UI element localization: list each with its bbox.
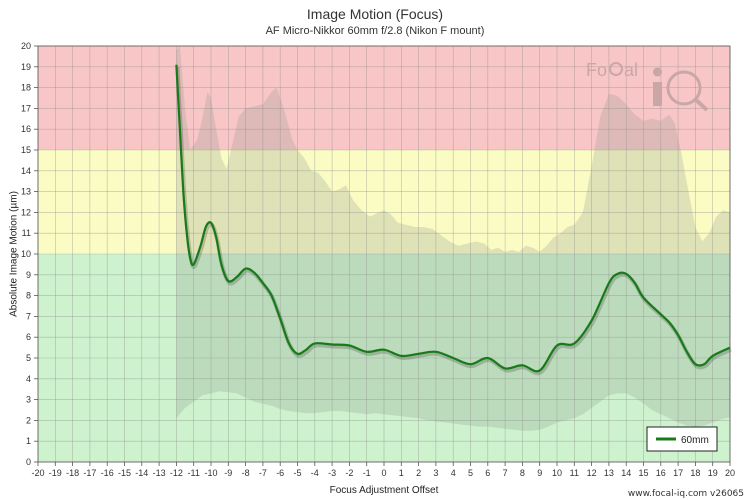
x-axis-label: Focus Adjustment Offset [329, 485, 439, 496]
x-tick-label--7: -7 [259, 468, 267, 478]
x-tick-label-10: 10 [552, 468, 562, 478]
grid-lines [37, 45, 731, 463]
x-tick-label-0: 0 [381, 468, 386, 478]
y-tick-label-12: 12 [21, 207, 31, 217]
y-tick-label-19: 19 [21, 62, 31, 72]
y-tick-label-9: 9 [26, 270, 31, 280]
x-tick-label--18: -18 [66, 468, 79, 478]
x-tick-label-12: 12 [587, 468, 597, 478]
x-tick-label--6: -6 [276, 468, 284, 478]
y-tick-label-8: 8 [26, 291, 31, 301]
y-tick-label-4: 4 [26, 374, 31, 384]
chart-title: Image Motion (Focus) [306, 6, 444, 22]
x-tick-label--10: -10 [204, 468, 217, 478]
x-tick-label-16: 16 [656, 468, 666, 478]
x-tick-label-11: 11 [570, 468, 579, 478]
x-tick-label--1: -1 [363, 468, 371, 478]
x-tick-label-19: 19 [708, 468, 718, 478]
legend: 60mm [646, 426, 718, 452]
series-line-60mm [175, 64, 731, 373]
x-tick-label--20: -20 [31, 468, 44, 478]
y-tick-label-16: 16 [21, 124, 31, 134]
y-tick-label-10: 10 [21, 249, 31, 259]
x-tick-label-6: 6 [485, 468, 490, 478]
series-lines [175, 64, 732, 376]
x-tick-label-8: 8 [520, 468, 525, 478]
focal-iq-logo: Fo al [586, 60, 709, 112]
x-tick-label--12: -12 [170, 468, 183, 478]
x-tick-label--3: -3 [328, 468, 336, 478]
x-tick-label--8: -8 [242, 468, 250, 478]
chart-subtitle: AF Micro-Nikkor 60mm f/2.8 (Nikon F moun… [265, 25, 485, 37]
x-tick-label-5: 5 [468, 468, 473, 478]
x-tick-label--9: -9 [224, 468, 232, 478]
x-tick-label-2: 2 [416, 468, 421, 478]
y-tick-label-13: 13 [21, 187, 31, 197]
x-tick-label-4: 4 [451, 468, 456, 478]
x-tick-label--4: -4 [311, 468, 319, 478]
axes: -20 -19 -18 -17 -16 -15 -14 -13 -12 -11 -10 -9 -8 -7-… [21, 41, 735, 478]
y-tick-label-0: 0 [26, 457, 31, 467]
y-tick-label-6: 6 [26, 332, 31, 342]
footer-version: www.focal-iq.com v26065 [627, 489, 744, 499]
x-tick-label-14: 14 [621, 468, 631, 478]
x-tick-label--5: -5 [293, 468, 301, 478]
x-tick-label--13: -13 [153, 468, 166, 478]
x-tick-label-17: 17 [673, 468, 683, 478]
legend-label-60mm: 60mm [681, 435, 709, 446]
x-tick-label-1: 1 [399, 468, 404, 478]
y-tick-label-5: 5 [26, 353, 31, 363]
x-tick-label--17: -17 [83, 468, 96, 478]
x-tick-label-15: 15 [638, 468, 648, 478]
y-tick-label-18: 18 [21, 83, 31, 93]
y-tick-label-15: 15 [21, 145, 31, 155]
x-tick-label-9: 9 [537, 468, 542, 478]
y-tick-label-1: 1 [26, 436, 31, 446]
svg-text:al: al [624, 60, 638, 80]
svg-text:Fo: Fo [586, 60, 607, 80]
x-tick-label-7: 7 [503, 468, 508, 478]
y-tick-label-3: 3 [26, 395, 31, 405]
x-tick-label-13: 13 [604, 468, 614, 478]
x-tick-label--2: -2 [345, 468, 353, 478]
x-tick-label-20: 20 [725, 468, 735, 478]
x-tick-label--16: -16 [101, 468, 114, 478]
x-tick-label-3: 3 [433, 468, 438, 478]
x-tick-label--14: -14 [135, 468, 148, 478]
y-tick-label-2: 2 [26, 415, 31, 425]
y-axis-label: Absolute Image Motion (µm) [8, 191, 20, 317]
x-tick-label--19: -19 [49, 468, 62, 478]
y-tick-label-14: 14 [21, 166, 31, 176]
x-tick-label--11: -11 [188, 468, 200, 478]
y-tick-label-20: 20 [21, 41, 31, 51]
y-tick-label-11: 11 [22, 228, 31, 238]
x-tick-label-18: 18 [690, 468, 700, 478]
x-tick-label--15: -15 [118, 468, 131, 478]
y-tick-label-17: 17 [21, 103, 31, 113]
y-tick-label-7: 7 [26, 311, 31, 321]
